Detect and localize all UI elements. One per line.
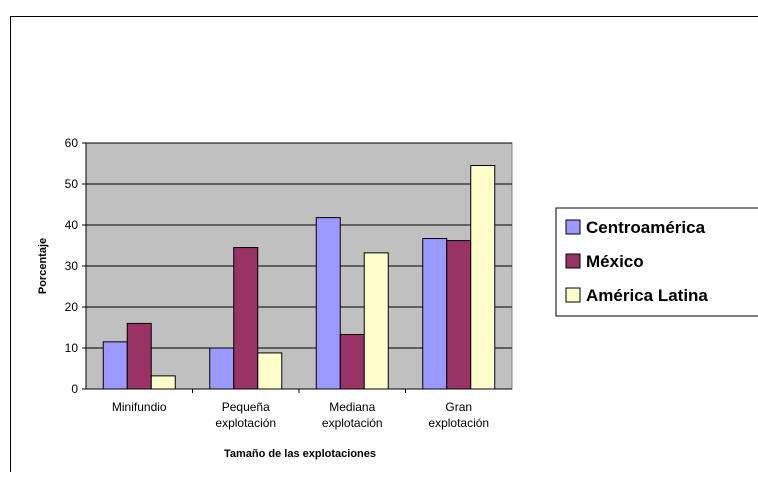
legend-label: América Latina <box>586 286 708 305</box>
legend-label: Centroamérica <box>586 218 706 237</box>
bar-am-rica-latina-2 <box>364 253 388 389</box>
bar-m-xico-3 <box>447 241 471 389</box>
y-tick-label: 0 <box>71 382 78 396</box>
bar-m-xico-0 <box>127 323 151 389</box>
bar-m-xico-2 <box>340 334 364 389</box>
bar-m-xico-1 <box>234 248 258 389</box>
y-axis-title: Porcentaje <box>37 238 49 294</box>
x-tick-label-line: Minifundio <box>112 400 167 414</box>
y-tick-label: 50 <box>65 177 79 191</box>
y-tick-label: 20 <box>65 300 79 314</box>
y-tick-label: 40 <box>65 218 79 232</box>
y-tick-label: 10 <box>65 341 79 355</box>
x-tick-label: Pequeña explotación <box>215 400 276 430</box>
x-axis-ticks: Minifundio Pequeña explotación Mediana explo… <box>112 389 489 430</box>
y-tick-label: 60 <box>65 136 79 150</box>
bar-am-rica-latina-0 <box>151 376 175 389</box>
x-tick-label-line: explotación <box>322 416 383 430</box>
y-axis-ticks: 0 10 20 30 40 50 60 <box>65 136 86 396</box>
x-tick-label-line: Mediana <box>329 400 375 414</box>
x-tick-label-line: explotación <box>428 416 489 430</box>
legend-swatch <box>566 220 580 234</box>
y-tick-label: 30 <box>65 259 79 273</box>
bar-centroam-rica-2 <box>316 218 340 389</box>
x-tick-label-line: Gran <box>445 400 472 414</box>
bar-am-rica-latina-1 <box>258 353 282 389</box>
legend-swatch <box>566 288 580 302</box>
x-tick-label-line: explotación <box>215 416 276 430</box>
x-tick-label: Mediana explotación <box>322 400 383 430</box>
cropped-title-band <box>70 0 750 8</box>
x-axis-title: Tamaño de las explotaciones <box>224 448 376 460</box>
legend-label: México <box>586 252 644 271</box>
bar-centroam-rica-1 <box>210 348 234 389</box>
bar-am-rica-latina-3 <box>471 166 495 389</box>
bar-centroam-rica-0 <box>103 342 127 389</box>
bar-centroam-rica-3 <box>423 239 447 389</box>
legend-swatch <box>566 254 580 268</box>
x-tick-label: Gran explotación <box>428 400 489 430</box>
x-tick-label: Minifundio <box>112 400 167 414</box>
x-tick-label-line: Pequeña <box>222 400 270 414</box>
